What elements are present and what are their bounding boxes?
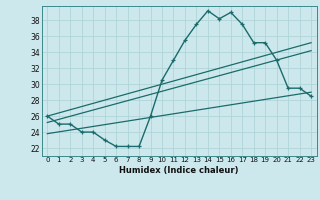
X-axis label: Humidex (Indice chaleur): Humidex (Indice chaleur) [119, 166, 239, 175]
